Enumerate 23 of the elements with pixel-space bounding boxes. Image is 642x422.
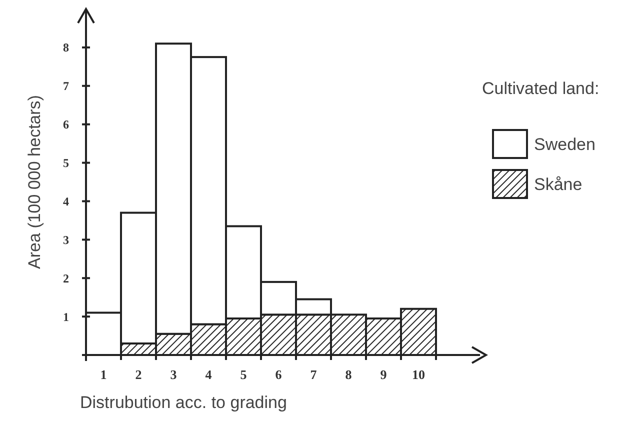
x-tick-label: 6 [275,367,282,382]
x-tick-label: 7 [310,367,318,382]
y-tick-label: 5 [63,156,69,170]
legend-label: Skåne [534,174,582,194]
x-tick-label: 5 [240,367,248,382]
y-tick-label: 6 [63,118,69,132]
x-tick-label: 2 [135,367,142,382]
x-axis-title: Distrubution acc. to grading [80,393,287,412]
x-tick-label: 3 [170,367,178,382]
x-tick-label: 1 [100,367,107,382]
y-tick-label: 1 [63,310,69,324]
x-tick-label: 10 [412,367,425,382]
legend-title: Cultivated land: [482,79,600,98]
x-tick-label: 8 [345,367,352,382]
y-tick-label: 7 [63,79,69,94]
x-tick-label: 4 [205,367,212,382]
y-tick-label: 8 [63,40,69,55]
x-tick-label: 9 [380,367,388,382]
y-tick-label: 4 [63,194,69,208]
y-axis-title: Area (100 000 hectars) [25,95,44,269]
legend-label: Sweden [534,134,596,154]
y-tick-label: 3 [63,232,69,247]
y-tick-label: 2 [63,271,69,286]
